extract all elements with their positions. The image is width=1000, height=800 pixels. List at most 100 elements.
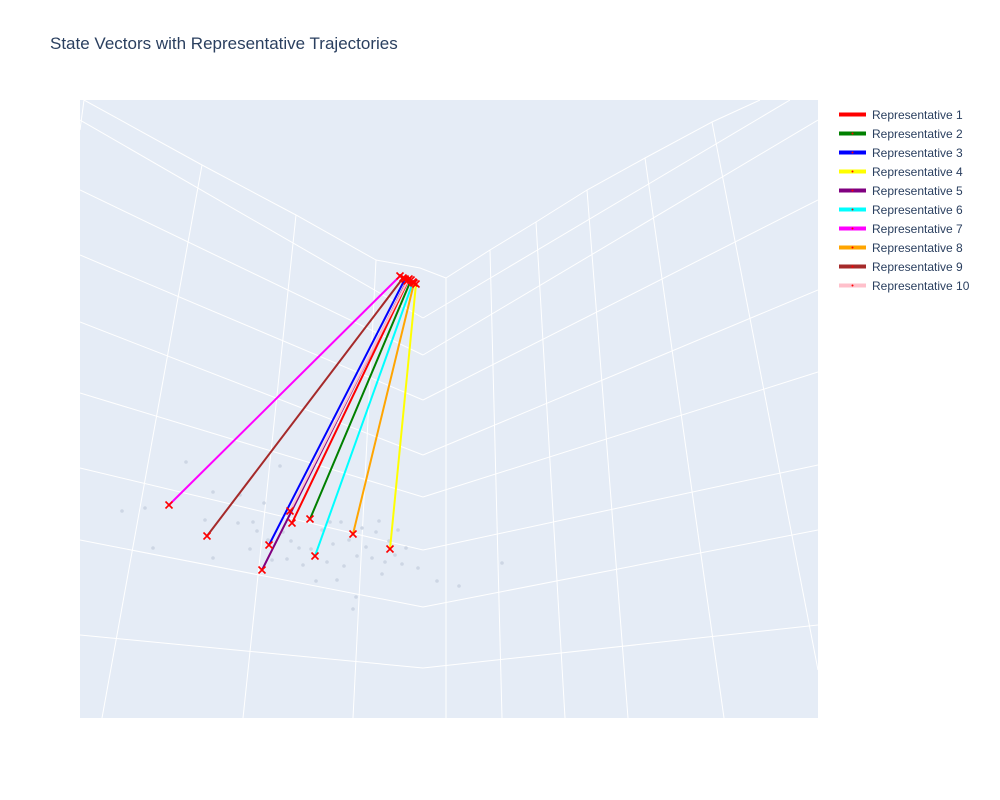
legend-item-2[interactable]: Representative 2	[836, 124, 969, 143]
state-vector-point	[266, 538, 270, 542]
grid-line	[422, 371, 818, 498]
trajectory-marker[interactable]	[409, 278, 419, 288]
legend-item-8[interactable]: Representative 8	[836, 238, 969, 257]
state-vector-point	[251, 520, 255, 524]
trajectory-lines	[168, 275, 417, 571]
legend-label: Representative 4	[872, 164, 963, 179]
trajectory-marker[interactable]	[398, 273, 408, 283]
grid-lines	[80, 100, 818, 718]
legend-item-9[interactable]: Representative 9	[836, 257, 969, 276]
grid-line	[489, 249, 503, 718]
state-vector-point	[354, 595, 358, 599]
legend-label: Representative 5	[872, 183, 963, 198]
state-vector-point	[351, 607, 355, 611]
grid-line	[80, 321, 424, 456]
trajectory-marker[interactable]	[202, 531, 212, 541]
state-vector-point	[314, 579, 318, 583]
trajectory-line-6[interactable]	[314, 281, 414, 557]
grid-line	[80, 100, 85, 131]
legend-label: Representative 7	[872, 221, 963, 236]
legend-item-4[interactable]: Representative 4	[836, 162, 969, 181]
legend-item-3[interactable]: Representative 3	[836, 143, 969, 162]
state-vector-point	[151, 546, 155, 550]
grid-line	[535, 221, 566, 718]
legend-item-5[interactable]: Representative 5	[836, 181, 969, 200]
state-vector-point	[289, 539, 293, 543]
state-vector-point	[143, 506, 147, 510]
state-vector-point	[500, 561, 504, 565]
legend-item-6[interactable]: Representative 6	[836, 200, 969, 219]
grid-line	[80, 119, 424, 319]
trajectory-marker[interactable]	[257, 565, 267, 575]
trajectory-line-10[interactable]	[289, 279, 409, 512]
legend-label: Representative 10	[872, 278, 970, 293]
legend-item-1[interactable]: Representative 1	[836, 105, 969, 124]
trajectory-line-1[interactable]	[291, 278, 410, 524]
trajectory-marker[interactable]	[264, 540, 274, 550]
state-vector-point	[270, 558, 274, 562]
trajectory-line-3[interactable]	[268, 278, 406, 546]
state-vector-point	[370, 556, 374, 560]
state-vector-point	[400, 562, 404, 566]
state-vector-point	[360, 526, 364, 530]
state-vector-point	[297, 546, 301, 550]
grid-line	[375, 259, 447, 279]
trajectory-line-2[interactable]	[309, 279, 412, 520]
grid-line	[80, 254, 424, 401]
legend-swatch	[839, 112, 866, 117]
grid-line	[242, 214, 297, 718]
grid-line	[644, 157, 725, 718]
state-vector-point	[347, 538, 351, 542]
state-vector-point	[377, 519, 381, 523]
grid-line	[445, 100, 761, 279]
legend-label: Representative 1	[872, 107, 963, 122]
trajectory-marker[interactable]	[385, 544, 395, 554]
trajectory-marker[interactable]	[287, 518, 297, 528]
state-vector-point	[301, 563, 305, 567]
state-vector-point	[396, 528, 400, 532]
state-vector-point	[364, 545, 368, 549]
trajectory-marker[interactable]	[403, 275, 413, 285]
trajectory-marker[interactable]	[310, 551, 320, 561]
state-vector-point	[211, 556, 215, 560]
state-vector-point	[339, 520, 343, 524]
grid-line	[80, 467, 424, 551]
state-vector-point	[120, 509, 124, 513]
grid-line	[422, 529, 818, 608]
trajectory-markers	[164, 271, 421, 575]
legend-label: Representative 6	[872, 202, 963, 217]
state-vector-point	[278, 464, 282, 468]
state-vector-point	[184, 460, 188, 464]
legend-swatch	[839, 169, 866, 174]
trajectory-line-4[interactable]	[389, 283, 417, 550]
grid-line	[422, 199, 818, 401]
grid-line	[422, 624, 818, 669]
grid-line	[80, 539, 424, 608]
state-vector-point	[416, 566, 420, 570]
legend-item-10[interactable]: Representative 10	[836, 276, 969, 295]
state-vector-point	[255, 529, 259, 533]
legend-swatch	[839, 264, 866, 269]
state-vector-point	[335, 578, 339, 582]
state-vector-point	[203, 518, 207, 522]
trajectory-marker[interactable]	[305, 514, 315, 524]
trajectory-line-8[interactable]	[352, 282, 415, 535]
state-vector-point	[320, 528, 324, 532]
trajectory-line-9[interactable]	[206, 277, 404, 537]
trajectory-marker[interactable]	[348, 529, 358, 539]
legend-item-7[interactable]: Representative 7	[836, 219, 969, 238]
grid-line	[83, 100, 377, 261]
state-vector-point	[383, 560, 387, 564]
grid-line	[586, 189, 629, 718]
state-vector-point	[342, 564, 346, 568]
trajectory-marker[interactable]	[285, 506, 295, 516]
legend-label: Representative 8	[872, 240, 963, 255]
legend-swatch	[839, 283, 866, 288]
state-vector-point	[331, 542, 335, 546]
state-vector-point	[380, 572, 384, 576]
trajectory-line-7[interactable]	[168, 275, 401, 506]
legend-swatch	[839, 150, 866, 155]
state-vector-point	[393, 553, 397, 557]
trajectory-marker[interactable]	[164, 500, 174, 510]
